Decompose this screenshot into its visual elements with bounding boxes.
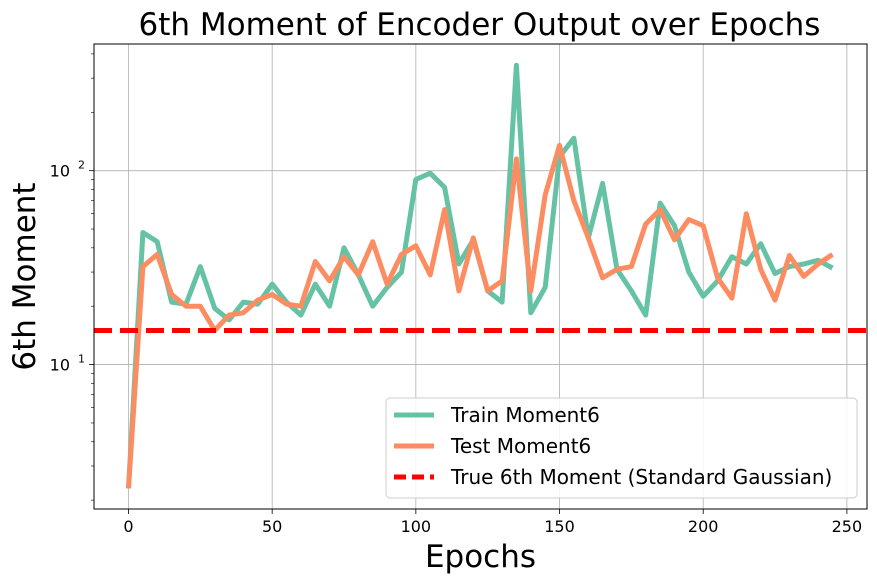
y-tick-label: 10 bbox=[50, 162, 70, 181]
plot-frame bbox=[93, 43, 868, 510]
x-tick-label: 100 bbox=[401, 517, 432, 536]
y-tick-exponent: 2 bbox=[78, 159, 85, 172]
y-axis: 10 1 10 2 bbox=[50, 159, 94, 375]
y-axis-label: 6th Moment bbox=[7, 182, 43, 370]
x-tick-label: 50 bbox=[262, 517, 282, 536]
series-layer bbox=[94, 62, 867, 489]
series-line bbox=[126, 142, 834, 489]
x-tick-label: 0 bbox=[123, 517, 133, 536]
chart-title: 6th Moment of Encoder Output over Epochs bbox=[139, 7, 821, 43]
legend-label: Test Moment6 bbox=[450, 434, 591, 458]
y-tick-label: 10 bbox=[50, 356, 70, 375]
legend-label: True 6th Moment (Standard Gaussian) bbox=[450, 465, 832, 489]
x-axis: 0 50 100 150 200 250 bbox=[123, 509, 862, 536]
legend-label: Train Moment6 bbox=[450, 403, 600, 427]
legend-box bbox=[385, 397, 858, 499]
x-axis-label: Epochs bbox=[425, 539, 536, 575]
legend: Train Moment6 Test Moment6 True 6th Moment… bbox=[385, 397, 858, 499]
x-tick-label: 150 bbox=[544, 517, 575, 536]
x-tick-label: 200 bbox=[688, 517, 719, 536]
grid bbox=[94, 44, 867, 509]
x-tick-label: 250 bbox=[832, 517, 863, 536]
y-tick-exponent: 1 bbox=[78, 353, 85, 366]
